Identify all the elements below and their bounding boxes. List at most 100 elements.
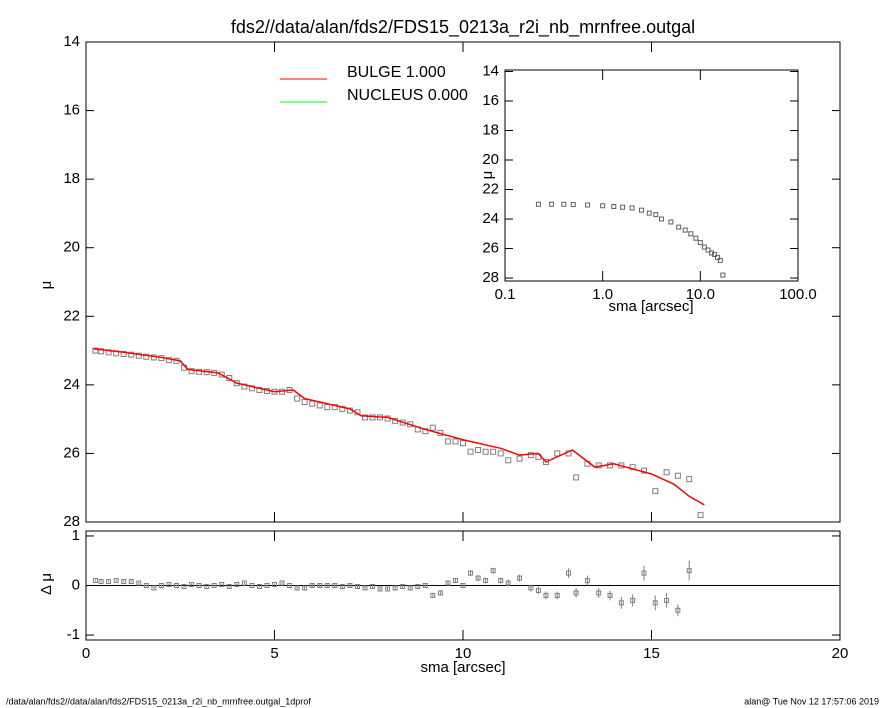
legend-label: BULGE 1.000 <box>347 64 446 81</box>
data-point <box>641 570 647 576</box>
data-point <box>566 570 572 576</box>
x-tick-label: 5 <box>270 645 278 662</box>
data-point <box>668 219 674 225</box>
data-point <box>204 583 210 589</box>
data-point <box>620 204 626 210</box>
data-point <box>693 235 699 241</box>
data-point <box>264 583 270 588</box>
data-point <box>302 585 308 591</box>
data-point <box>241 580 247 586</box>
data-point <box>301 399 308 405</box>
data-point <box>697 512 704 519</box>
data-point <box>664 597 670 603</box>
y-tick-label: 0 <box>72 576 80 593</box>
y-tick-label: 28 <box>482 269 499 286</box>
data-point <box>249 583 255 588</box>
data-point <box>585 202 591 208</box>
y-tick-label: 1 <box>72 527 80 544</box>
data-point <box>339 405 346 412</box>
x-tick-label: 15 <box>643 645 660 662</box>
data-point <box>517 575 523 581</box>
data-point <box>429 424 436 431</box>
data-point <box>196 368 203 375</box>
x-axis-label: sma [arcsec] <box>420 659 505 676</box>
data-point <box>646 210 652 216</box>
y-tick-label: 16 <box>63 102 80 119</box>
data-point <box>377 586 383 592</box>
data-point <box>279 580 285 586</box>
inset-x-axis-label: sma [arcsec] <box>608 298 693 315</box>
data-point <box>653 212 659 218</box>
x-tick-label: 10 <box>455 645 472 662</box>
data-point <box>331 404 338 411</box>
x-tick-label: 0 <box>82 645 90 662</box>
data-point <box>444 438 451 445</box>
data-point <box>422 583 428 588</box>
data-point <box>542 459 549 465</box>
data-point <box>361 414 368 421</box>
data-point <box>528 585 534 591</box>
data-point <box>128 351 135 358</box>
y-tick-label: 24 <box>482 210 499 227</box>
data-point <box>674 472 681 479</box>
data-point <box>105 349 112 356</box>
data-point <box>629 205 635 211</box>
data-point <box>554 450 561 457</box>
data-point <box>181 583 187 589</box>
data-point <box>663 469 670 476</box>
data-point <box>686 476 693 483</box>
model-line <box>93 348 705 506</box>
data-point <box>570 202 576 208</box>
data-point <box>248 385 255 392</box>
footer-right: alan@ Tue Nov 12 17:57:06 2019 <box>744 696 879 706</box>
chart-title: fds2//data/alan/fds2/FDS15_0213a_r2i_nb_… <box>231 17 695 38</box>
data-point <box>554 592 560 598</box>
y-tick-label: 24 <box>63 376 80 393</box>
data-point <box>189 582 195 588</box>
y-tick-label: 20 <box>482 151 499 168</box>
data-point <box>468 570 474 576</box>
data-point <box>98 579 104 585</box>
y-tick-label: 28 <box>63 513 80 530</box>
data-point <box>415 583 421 589</box>
inset-frame <box>504 69 799 282</box>
data-point <box>188 368 195 375</box>
data-point <box>135 352 142 359</box>
data-point <box>497 450 504 457</box>
y-tick-label: 18 <box>482 121 499 138</box>
y-tick-label: 26 <box>63 444 80 461</box>
data-point <box>600 203 606 209</box>
data-point <box>676 224 682 230</box>
y-tick-label: 14 <box>482 62 499 79</box>
data-point <box>272 582 277 588</box>
x-tick-label: 1.0 <box>592 286 613 303</box>
footer-left: /data/alan/fds2//data/alan/fds2/FDS15_02… <box>6 696 311 706</box>
data-point <box>430 592 436 598</box>
data-point <box>218 371 225 378</box>
data-point <box>309 583 315 588</box>
data-point <box>535 587 541 593</box>
data-point <box>309 400 316 407</box>
data-point <box>143 353 150 360</box>
data-point <box>697 240 703 246</box>
data-point <box>701 244 707 250</box>
data-point <box>452 438 459 445</box>
y-axis-label: μ <box>38 281 55 290</box>
data-point <box>573 590 579 596</box>
y-tick-label: -1 <box>67 626 80 643</box>
data-point <box>294 585 300 591</box>
data-point <box>715 254 721 260</box>
data-point <box>490 568 496 574</box>
data-point <box>92 578 98 584</box>
data-point <box>498 578 504 584</box>
data-point <box>316 402 323 409</box>
data-point <box>234 582 240 588</box>
data-point <box>445 580 451 586</box>
data-point <box>407 585 413 591</box>
x-tick-label: 20 <box>832 645 849 662</box>
data-point <box>165 357 172 364</box>
data-point <box>618 600 624 606</box>
data-point <box>339 583 345 589</box>
data-point <box>629 464 636 471</box>
data-point <box>505 580 511 586</box>
